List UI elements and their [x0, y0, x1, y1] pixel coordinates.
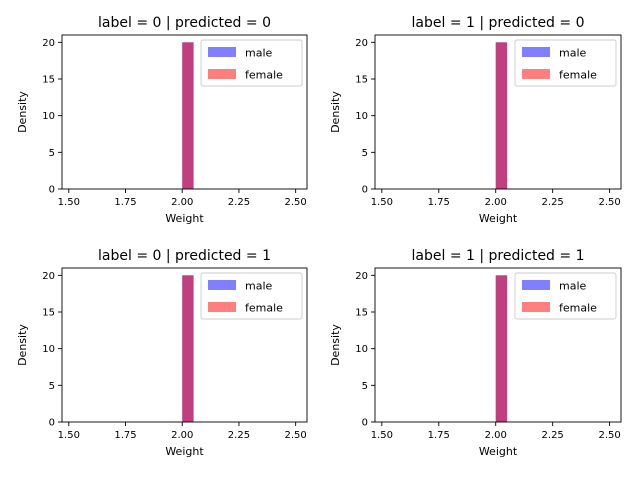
- subplot-3: 1.50 1.75 2.00 2.25 2.50 0 5 10 15 20 label = 0 | …: [16, 248, 308, 458]
- axes-frame: [61, 34, 308, 190]
- y-tick-label: 20: [42, 38, 55, 49]
- legend-swatch-female: [208, 69, 236, 79]
- x-tick-label: 1.75: [428, 197, 450, 208]
- subplot-1: 1.50 1.75 2.00 2.25 2.50 0 5 10 15 20 label = 0 | …: [16, 15, 308, 225]
- axes-frame: [374, 34, 622, 190]
- y-tick-label: 10: [355, 111, 368, 122]
- x-tick-label: 2.50: [598, 430, 620, 441]
- legend-label-female: female: [245, 69, 283, 82]
- y-tick-label: 20: [42, 271, 55, 282]
- legend-swatch-male: [522, 47, 550, 57]
- legend: male female: [200, 39, 303, 87]
- y-tick-label: 15: [355, 75, 368, 86]
- y-tick-label: 10: [42, 111, 55, 122]
- y-tick-label: 5: [362, 381, 368, 392]
- y-tick-label: 20: [355, 271, 368, 282]
- x-tick-label: 2.25: [228, 430, 250, 441]
- bar-female-0: [495, 275, 508, 422]
- y-tick-label: 10: [355, 344, 368, 355]
- legend: male female: [200, 272, 303, 320]
- x-tick-label: 2.25: [542, 430, 564, 441]
- legend-label-male: male: [559, 47, 587, 60]
- x-tick-label: 1.50: [58, 197, 80, 208]
- subplot-title: label = 0 | predicted = 0: [98, 15, 271, 31]
- legend-swatch-male: [208, 280, 236, 290]
- y-tick-label: 0: [362, 185, 368, 196]
- x-tick-label: 1.75: [114, 197, 136, 208]
- subplot-grid: 1.50 1.75 2.00 2.25 2.50 0 5 10 15 20 label = 0 | …: [16, 15, 622, 458]
- y-tick-label: 15: [355, 308, 368, 319]
- y-tick-label: 20: [355, 38, 368, 49]
- y-tick-label: 5: [49, 148, 55, 159]
- legend-label-female: female: [559, 69, 597, 82]
- y-tick-label: 5: [362, 148, 368, 159]
- subplot-4: 1.50 1.75 2.00 2.25 2.50 0 5 10 15 20 label = 1 | …: [329, 248, 622, 458]
- y-tick-label: 0: [362, 418, 368, 429]
- subplot-title: label = 0 | predicted = 1: [98, 248, 271, 264]
- x-tick-label: 1.50: [58, 430, 80, 441]
- x-tick-label: 2.50: [285, 430, 307, 441]
- legend-label-male: male: [559, 280, 587, 293]
- legend: male female: [514, 272, 617, 320]
- x-tick-label: 1.50: [371, 430, 393, 441]
- legend-label-female: female: [245, 302, 283, 315]
- x-tick-label: 2.50: [285, 197, 307, 208]
- x-tick-label: 2.25: [228, 197, 250, 208]
- legend-swatch-male: [208, 47, 236, 57]
- y-axis-label: Density: [329, 91, 342, 133]
- x-tick-label: 1.75: [428, 430, 450, 441]
- x-tick-label: 2.00: [485, 430, 507, 441]
- x-axis-label: Weight: [165, 212, 204, 225]
- y-tick-label: 0: [49, 185, 55, 196]
- y-axis-label: Density: [16, 324, 29, 366]
- axes-frame: [61, 267, 308, 423]
- x-tick-label: 2.25: [542, 197, 564, 208]
- x-tick-label: 2.00: [171, 197, 193, 208]
- x-tick-label: 1.75: [114, 430, 136, 441]
- subplot-2: 1.50 1.75 2.00 2.25 2.50 0 5 10 15 20 label = 1 | …: [329, 15, 622, 225]
- legend-swatch-female: [522, 69, 550, 79]
- bar-female-0: [495, 42, 508, 190]
- y-tick-label: 15: [42, 75, 55, 86]
- legend-label-male: male: [245, 280, 273, 293]
- x-tick-label: 2.00: [485, 197, 507, 208]
- bar-female-0: [182, 275, 194, 422]
- x-axis-label: Weight: [479, 212, 518, 225]
- legend-label-female: female: [559, 302, 597, 315]
- subplot-title: label = 1 | predicted = 1: [412, 248, 585, 264]
- x-tick-label: 2.50: [598, 197, 620, 208]
- y-axis-label: Density: [329, 324, 342, 366]
- y-tick-label: 5: [49, 381, 55, 392]
- y-tick-label: 0: [49, 418, 55, 429]
- y-axis-label: Density: [16, 91, 29, 133]
- y-tick-label: 10: [42, 344, 55, 355]
- legend-swatch-female: [208, 302, 236, 312]
- subplot-title: label = 1 | predicted = 0: [412, 15, 585, 31]
- legend-label-male: male: [245, 47, 273, 60]
- bar-female-0: [182, 42, 194, 190]
- legend: male female: [514, 39, 617, 87]
- x-axis-label: Weight: [165, 445, 204, 458]
- x-tick-label: 2.00: [171, 430, 193, 441]
- legend-swatch-female: [522, 302, 550, 312]
- axes-frame: [374, 267, 622, 423]
- x-tick-label: 1.50: [371, 197, 393, 208]
- legend-swatch-male: [522, 280, 550, 290]
- x-axis-label: Weight: [479, 445, 518, 458]
- y-tick-label: 15: [42, 308, 55, 319]
